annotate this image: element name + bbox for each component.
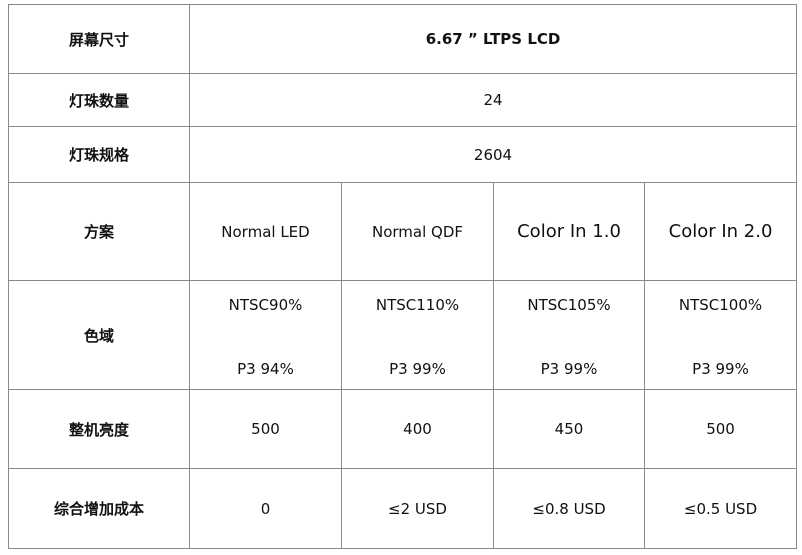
cell-value: 400 <box>341 389 494 469</box>
cell-gamut: NTSC100% P3 99% <box>643 280 798 390</box>
cell-value: ≤0.8 USD <box>493 468 645 549</box>
cell-value: Normal LED <box>189 182 342 281</box>
ntsc-value: NTSC90% <box>228 296 303 314</box>
cell-value: ≤2 USD <box>341 468 494 549</box>
cell-value: 6.67 ” LTPS LCD <box>188 4 798 74</box>
ntsc-value: NTSC105% <box>527 296 611 314</box>
cell-value: ≤0.5 USD <box>643 468 798 549</box>
cell-value: 500 <box>643 389 798 469</box>
cell-value: 24 <box>188 73 798 127</box>
ntsc-value: NTSC110% <box>375 296 460 314</box>
row-header: 色域 <box>8 280 190 390</box>
cell-gamut: NTSC90% P3 94% <box>189 280 342 390</box>
table-row-screen-size: 屏幕尺寸 6.67 ” LTPS LCD <box>8 4 798 74</box>
p3-value: P3 99% <box>389 360 446 378</box>
row-header: 灯珠数量 <box>8 73 190 127</box>
p3-value: P3 99% <box>692 360 749 378</box>
cell-value: Color In 2.0 <box>643 182 798 281</box>
spec-comparison-table: 屏幕尺寸 6.67 ” LTPS LCD 灯珠数量 24 灯珠规格 2604 方… <box>8 4 798 549</box>
cell-gamut: NTSC110% P3 99% <box>341 280 494 390</box>
table-row-gamut: 色域 NTSC90% P3 94% NTSC110% P3 99% NTSC105%… <box>8 280 798 390</box>
cell-value: 450 <box>493 389 645 469</box>
cell-value: Normal QDF <box>341 182 494 281</box>
cell-value: 500 <box>189 389 342 469</box>
cell-value: 2604 <box>188 126 798 183</box>
table-row-led-spec: 灯珠规格 2604 <box>8 126 798 183</box>
cell-gamut: NTSC105% P3 99% <box>493 280 645 390</box>
table-row-cost: 综合增加成本 0 ≤2 USD ≤0.8 USD ≤0.5 USD <box>8 468 798 549</box>
row-header: 灯珠规格 <box>8 126 190 183</box>
table-row-brightness: 整机亮度 500 400 450 500 <box>8 389 798 469</box>
row-header: 综合增加成本 <box>8 468 190 549</box>
cell-value: Color In 1.0 <box>493 182 645 281</box>
ntsc-value: NTSC100% <box>678 296 763 314</box>
cell-value: 0 <box>189 468 342 549</box>
p3-value: P3 99% <box>540 360 598 378</box>
table-row-solution: 方案 Normal LED Normal QDF Color In 1.0 Co… <box>8 182 798 281</box>
table-row-led-count: 灯珠数量 24 <box>8 73 798 127</box>
p3-value: P3 94% <box>237 360 294 378</box>
row-header: 屏幕尺寸 <box>8 4 190 74</box>
row-header: 方案 <box>8 182 190 281</box>
row-header: 整机亮度 <box>8 389 190 469</box>
